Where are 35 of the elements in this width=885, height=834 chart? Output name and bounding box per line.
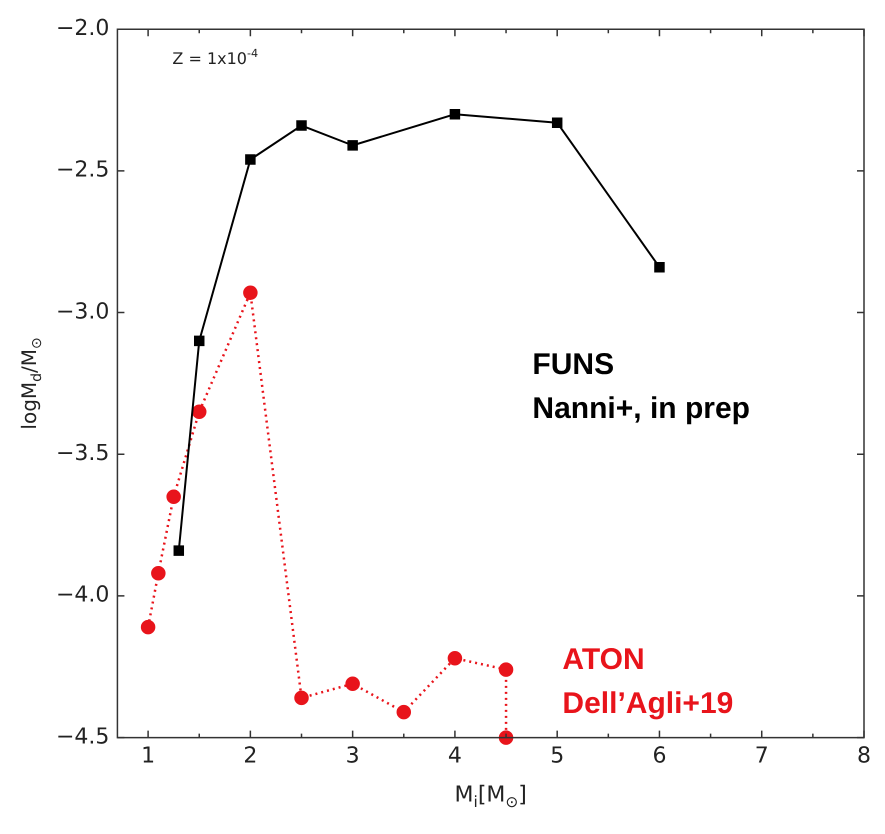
point [552, 117, 562, 128]
point [243, 285, 258, 300]
y-tick-label: −3.0 [56, 299, 110, 324]
series-label: ATON Dell’Agli+19 [562, 643, 734, 720]
x-tick-label: 7 [754, 744, 769, 769]
point [245, 154, 256, 165]
x-tick-label: 1 [141, 744, 156, 769]
point [140, 620, 156, 634]
x-tick-label: 2 [243, 744, 258, 769]
x-tick-label: 8 [857, 744, 871, 769]
point [294, 690, 309, 706]
point [498, 662, 514, 677]
x-tick-label: 4 [448, 744, 462, 769]
y-tick-label: −4.0 [56, 582, 110, 608]
x-tick-label: 3 [346, 744, 360, 769]
point [192, 404, 206, 419]
point [448, 651, 462, 666]
y-tick-label: −2.0 [56, 16, 110, 41]
point [654, 262, 665, 272]
y-tick-label: −2.5 [56, 158, 110, 183]
point [450, 108, 460, 120]
x-tick-label: 6 [652, 744, 666, 769]
y-tick-label: −3.5 [56, 440, 110, 466]
y-tick-label: −4.5 [56, 724, 110, 750]
point [345, 676, 360, 692]
point [194, 336, 204, 346]
point [174, 545, 184, 556]
y-axis-title: logMd/M⊙ [17, 337, 45, 430]
text: FUNS Nanni+, in prep [532, 348, 750, 426]
x-tick-label: 5 [550, 744, 564, 769]
point [166, 489, 181, 504]
point [347, 140, 358, 151]
point [396, 704, 412, 720]
point [296, 120, 307, 131]
point [151, 566, 166, 580]
